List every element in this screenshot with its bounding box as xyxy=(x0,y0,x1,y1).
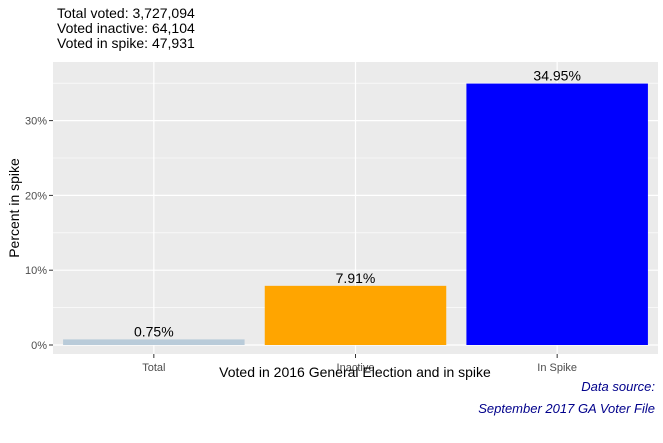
y-tick-label: 30% xyxy=(25,116,47,128)
bars xyxy=(63,83,648,345)
bar-in-spike xyxy=(466,83,648,345)
data-label: 0.75% xyxy=(134,323,174,339)
data-labels: 0.75% 7.91% 34.95% xyxy=(134,68,581,340)
subtitle-line-voted-in-spike: Voted in spike: 47,931 xyxy=(57,35,195,51)
y-tick-label: 20% xyxy=(25,190,47,202)
y-tick-label: 10% xyxy=(25,265,47,277)
data-label: 7.91% xyxy=(336,270,376,286)
data-label: 34.95% xyxy=(533,68,580,84)
y-tick-label: 0% xyxy=(31,340,47,352)
chart-subtitle: Total voted: 3,727,094 Voted inactive: 6… xyxy=(57,6,195,51)
y-axis-title: Percent in spike xyxy=(6,158,22,258)
x-axis: Total Inactive In Spike xyxy=(142,354,577,374)
subtitle-line-total-voted: Total voted: 3,727,094 xyxy=(57,5,195,21)
x-tick-label: Inactive xyxy=(337,362,375,374)
caption-line-1: Data source: xyxy=(581,379,655,394)
bar-inactive xyxy=(264,285,447,345)
subtitle-line-voted-inactive: Voted inactive: 64,104 xyxy=(57,20,195,36)
x-tick-label: Total xyxy=(142,362,165,374)
y-axis: 0% 10% 20% 30% xyxy=(25,116,53,352)
bar-total xyxy=(63,339,245,345)
caption-line-2: September 2017 GA Voter File xyxy=(478,401,655,416)
x-axis-title: Voted in 2016 General Election and in sp… xyxy=(219,364,491,380)
data-source-caption: Data source: September 2017 GA Voter Fil… xyxy=(478,376,655,420)
x-tick-label: In Spike xyxy=(537,362,577,374)
